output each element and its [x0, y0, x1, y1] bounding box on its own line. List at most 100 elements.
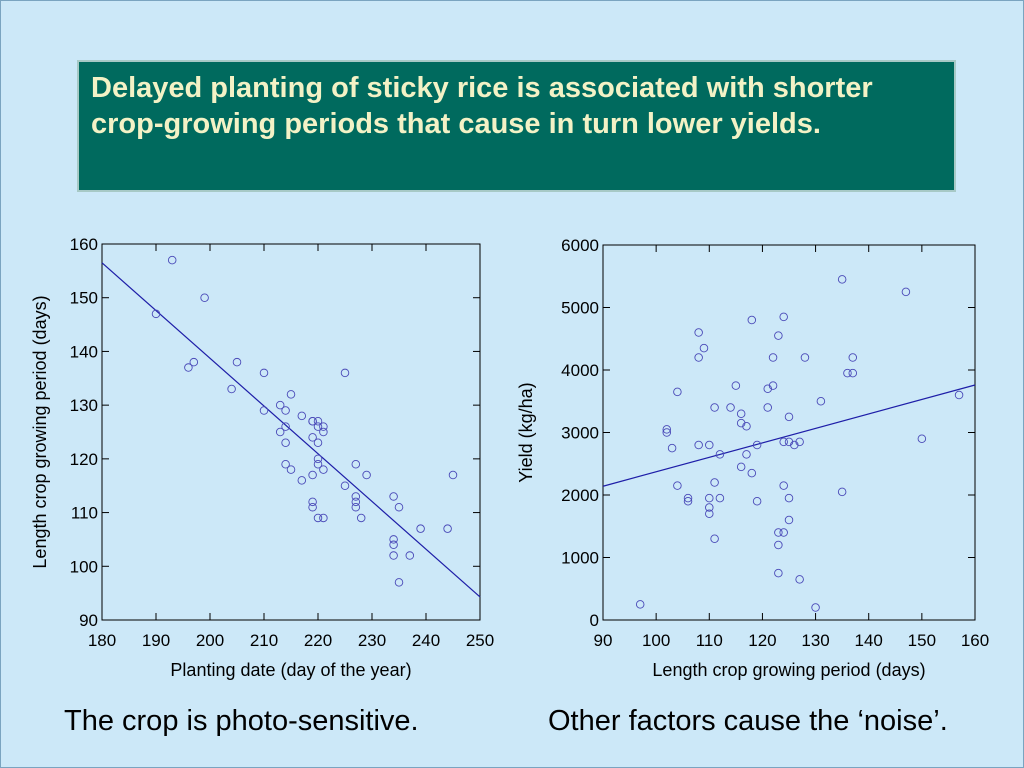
y-tick-label: 5000 — [561, 299, 599, 318]
data-point — [313, 422, 323, 431]
chart-planting-vs-length: 180 190 200 210 220 230 240 250 90 100 110 120 130 14… — [30, 235, 494, 680]
data-point — [694, 440, 703, 450]
data-point — [742, 450, 751, 459]
data-point — [313, 513, 323, 523]
data-point — [275, 400, 285, 410]
data-point — [416, 524, 425, 533]
data-point — [319, 422, 328, 431]
chart-length-vs-yield: 90 100 110 120 130 140 150 160 0 1000 2000 3000 4000… — [516, 236, 989, 680]
y-tick-label: 6000 — [561, 236, 599, 255]
data-point — [795, 575, 804, 584]
data-point — [319, 465, 328, 474]
y-tick-label: 140 — [70, 342, 98, 361]
data-point — [362, 470, 371, 480]
charts-canvas: 180 190 200 210 220 230 240 250 90 100 110 120 130 14… — [30, 235, 989, 680]
data-point — [356, 513, 366, 523]
data-point — [747, 468, 757, 478]
data-point — [189, 357, 199, 367]
x-tick-label: 120 — [748, 631, 776, 650]
data-point — [768, 353, 778, 362]
data-point — [694, 328, 703, 337]
data-point — [673, 481, 682, 490]
data-point — [736, 462, 746, 472]
data-point — [673, 387, 682, 397]
x-tick-label: 190 — [142, 631, 170, 650]
data-point — [811, 603, 820, 612]
data-point — [779, 528, 788, 537]
data-point — [795, 437, 804, 447]
y-tick-label: 2000 — [561, 486, 599, 505]
data-point — [167, 255, 177, 265]
data-point — [705, 440, 714, 450]
x-tick-label: 250 — [466, 631, 494, 650]
data-point — [837, 275, 847, 284]
data-point — [259, 368, 269, 378]
x-axis-label: Planting date (day of the year) — [170, 660, 411, 680]
y-tick-label: 130 — [70, 396, 98, 415]
data-point — [848, 353, 858, 362]
data-point — [351, 459, 361, 469]
caption-noise: Other factors cause the ‘noise’. — [548, 705, 948, 737]
x-tick-label: 90 — [594, 631, 613, 650]
data-point — [308, 502, 317, 512]
data-point — [662, 425, 672, 434]
data-point — [779, 437, 788, 447]
data-point — [313, 438, 323, 447]
data-point — [662, 428, 672, 437]
data-point — [726, 403, 735, 412]
data-point — [443, 524, 452, 533]
data-point — [184, 363, 193, 372]
data-point — [308, 470, 317, 480]
slide-title: Delayed planting of sticky rice is assoc… — [91, 72, 873, 140]
x-tick-label: 110 — [696, 631, 723, 650]
data-point — [747, 315, 757, 325]
data-point — [736, 409, 746, 419]
x-tick-label: 200 — [196, 631, 224, 650]
data-point — [151, 309, 161, 319]
trend-line — [101, 262, 481, 598]
data-point — [683, 497, 693, 506]
data-point — [297, 411, 307, 421]
data-point — [281, 438, 290, 447]
x-tick-label: 230 — [358, 631, 386, 650]
trend-line — [602, 384, 976, 487]
data-point — [232, 357, 242, 367]
x-tick-label: 140 — [855, 631, 883, 650]
data-point — [281, 406, 290, 415]
data-point — [843, 368, 852, 378]
data-point — [635, 600, 645, 609]
data-point — [259, 406, 269, 415]
data-point — [774, 331, 783, 340]
data-point — [405, 551, 415, 560]
data-point — [784, 515, 794, 525]
data-point — [699, 343, 709, 353]
title-box: Delayed planting of sticky rice is assoc… — [77, 60, 956, 192]
data-point — [313, 459, 323, 469]
data-point — [448, 470, 458, 480]
data-point — [774, 568, 783, 578]
x-tick-label: 180 — [88, 631, 116, 650]
data-point — [710, 403, 719, 412]
data-point — [394, 578, 404, 587]
x-tick-label: 240 — [412, 631, 440, 650]
data-point — [319, 513, 328, 523]
data-point — [779, 312, 788, 322]
data-point — [308, 497, 317, 507]
data-point — [848, 368, 858, 378]
x-tick-label: 160 — [961, 631, 989, 650]
y-tick-label: 100 — [70, 557, 98, 576]
y-tick-label: 4000 — [561, 361, 599, 380]
y-tick-label: 160 — [70, 235, 98, 254]
data-point — [800, 353, 810, 362]
data-point — [763, 403, 772, 412]
data-point — [901, 287, 911, 297]
data-point — [389, 540, 398, 550]
data-point — [954, 390, 964, 400]
data-point — [694, 353, 703, 362]
data-point — [351, 502, 361, 512]
data-point — [313, 417, 323, 426]
data-point — [340, 481, 350, 490]
data-point — [715, 450, 725, 459]
data-point — [351, 497, 361, 507]
y-tick-label: 3000 — [561, 424, 599, 443]
